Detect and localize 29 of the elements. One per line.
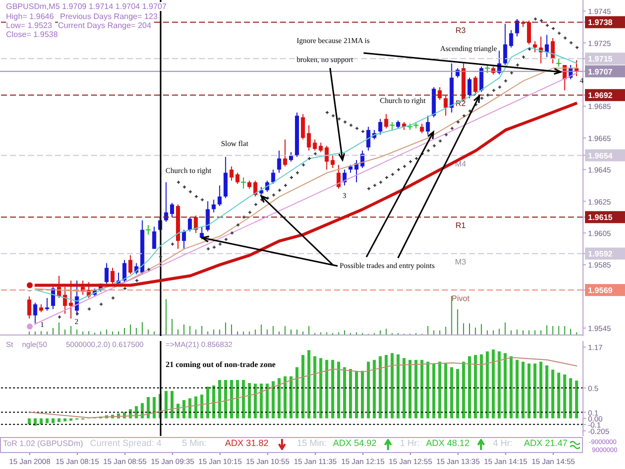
y-tick-label: 1.9592 xyxy=(588,250,614,259)
text: 1 Hr: xyxy=(400,438,420,448)
ref-line-label: R1 xyxy=(455,221,466,230)
text: 15 Min: xyxy=(297,438,327,448)
ref-line-label: Pivot xyxy=(452,294,470,304)
y-tick-label: 1.9569 xyxy=(588,286,614,296)
annotation: Current Days Range= 204 xyxy=(58,21,152,30)
y-tick-label: 1.9615 xyxy=(588,213,614,222)
text: 5 Min: xyxy=(182,438,207,448)
text: 4 Hr: xyxy=(493,438,513,448)
text: ADX 48.12 xyxy=(426,438,470,448)
text: ToR 1.02 (GBPUSDm) xyxy=(3,439,84,448)
chart-title: GBPUSDm,M5 1.9709 1.9714 1.9704 1.9707 xyxy=(6,2,167,11)
annotation: Previous Days Range= 123 xyxy=(60,12,158,21)
y-tick-label: 1.9715 xyxy=(588,54,614,64)
annotation: Close= 1.9538 xyxy=(6,30,58,39)
annotation: High= 1.9646 xyxy=(6,12,54,21)
ref-line-label: R3 xyxy=(455,26,466,36)
annotation: Low= 1.9523 xyxy=(6,21,52,30)
text: ADX 54.92 xyxy=(333,438,377,448)
y-tick-label: 1.9738 xyxy=(588,18,614,28)
text: ADX 31.82 xyxy=(225,438,269,448)
y-tick-label: 1.9692 xyxy=(588,91,614,100)
ref-line-label: M3 xyxy=(455,258,467,267)
text: Current Spread: 4 xyxy=(90,438,162,448)
y-tick-label: 1.9654 xyxy=(588,151,614,160)
ref-line-label: 21 coming out of non-trade zone xyxy=(166,360,276,369)
y-tick-label: 1.9707 xyxy=(588,67,614,76)
text: ADX 21.47 xyxy=(524,438,568,448)
